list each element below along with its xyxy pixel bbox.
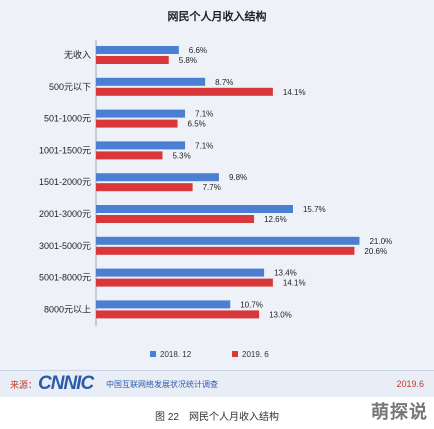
- category-label: 5001-8000元: [39, 273, 91, 283]
- category-label: 501-1000元: [44, 114, 91, 124]
- category-label: 2001-3000元: [39, 209, 91, 219]
- figure-number: 图 22: [155, 412, 179, 423]
- value-label: 9.8%: [229, 173, 247, 182]
- bar-series2: [96, 310, 260, 319]
- watermark: 萌探说: [371, 402, 428, 422]
- bar-series1: [96, 173, 219, 182]
- value-label: 13.0%: [269, 310, 292, 319]
- value-label: 15.7%: [303, 205, 326, 214]
- value-label: 13.4%: [274, 269, 297, 278]
- value-label: 5.3%: [172, 151, 190, 160]
- source-footer: 来源： CNNIC 中国互联网络发展状况统计调查 2019.6: [0, 370, 434, 397]
- value-label: 8.7%: [215, 78, 233, 87]
- category-label: 8000元以上: [44, 304, 91, 314]
- bar-series1: [96, 77, 206, 86]
- bar-series1: [96, 205, 293, 213]
- caption-text: 网民个人月收入结构: [188, 412, 279, 423]
- bar-series1: [96, 141, 186, 150]
- bar-series1: [96, 46, 179, 54]
- value-label: 14.1%: [283, 88, 306, 97]
- value-label: 6.6%: [189, 46, 207, 55]
- category-label: 1501-2000元: [39, 177, 91, 187]
- value-label: 21.0%: [369, 237, 392, 246]
- bar-series2: [96, 215, 255, 223]
- legend-label-1: 2018. 12: [160, 350, 192, 359]
- category-label: 500元以下: [49, 82, 91, 92]
- value-label: 7.1%: [195, 110, 213, 119]
- bar-series2: [96, 183, 193, 192]
- bar-series2: [96, 119, 178, 128]
- bar-series1: [96, 300, 231, 309]
- bar-series1: [96, 109, 186, 118]
- figure-caption: 图 22 网民个人月收入结构: [0, 408, 434, 423]
- chart-title: 网民个人月收入结构: [168, 9, 267, 23]
- value-label: 14.1%: [283, 279, 306, 288]
- legend-swatch-2: [232, 351, 238, 357]
- bar-series2: [96, 87, 273, 96]
- value-label: 12.6%: [264, 215, 287, 224]
- category-label: 无收入: [64, 49, 91, 60]
- bar-series2: [96, 151, 163, 160]
- source-date: 2019.6: [396, 379, 424, 389]
- chart-area: 网民个人月收入结构无收入 6.6% 5.8% 500元以下 8.7% 14.1% 501-1…: [0, 0, 434, 370]
- bar-series2: [96, 246, 355, 255]
- bar-series2: [96, 278, 273, 287]
- value-label: 5.8%: [179, 56, 197, 65]
- value-label: 6.5%: [188, 120, 206, 129]
- value-label: 7.1%: [195, 141, 213, 150]
- value-label: 20.6%: [364, 247, 387, 256]
- legend-swatch-1: [150, 351, 156, 357]
- legend-label-2: 2019. 6: [242, 350, 269, 359]
- category-label: 1001-1500元: [39, 145, 91, 155]
- value-label: 10.7%: [240, 300, 263, 309]
- value-label: 7.7%: [203, 183, 221, 192]
- bar-series2: [96, 56, 169, 64]
- organization-name: 中国互联网络发展状况统计调查: [106, 380, 218, 389]
- bar-series1: [96, 236, 360, 245]
- source-label: 来源：: [10, 380, 38, 390]
- bar-series1: [96, 268, 265, 277]
- cnnic-logo: CNNIC: [38, 373, 94, 394]
- category-label: 3001-5000元: [39, 241, 91, 251]
